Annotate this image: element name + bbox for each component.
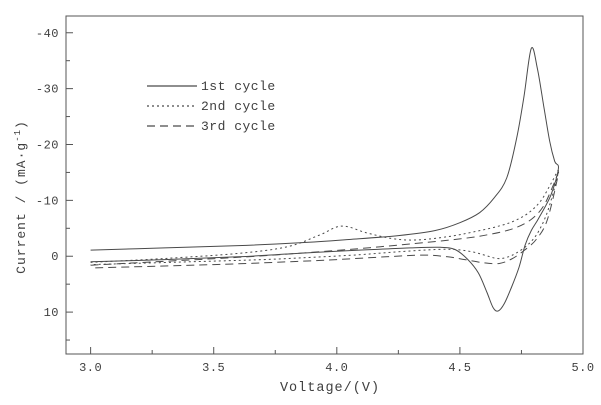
- legend-item-3rd-cycle: 3rd cycle: [146, 116, 276, 136]
- series-curve-1-solid: [90, 47, 559, 312]
- plot-frame: [65, 15, 584, 355]
- y-axis-title: Current / (mA·g-1): [12, 120, 30, 274]
- x-tick-label: 4.5: [448, 361, 471, 375]
- series-curve-2-dotted: [90, 169, 559, 266]
- y-tick-label: -10: [36, 194, 59, 208]
- x-tick-label: 4.0: [325, 361, 348, 375]
- y-tick-label: 10: [44, 306, 59, 320]
- x-tick-label: 3.0: [79, 361, 102, 375]
- y-tick-label: -30: [36, 83, 59, 97]
- y-tick-label: 0: [51, 250, 59, 264]
- legend: 1st cycle 2nd cycle 3rd cycle: [146, 76, 276, 136]
- x-tick-label: 3.5: [202, 361, 225, 375]
- legend-line-dashed-icon: [147, 125, 197, 127]
- legend-item-1st-cycle: 1st cycle: [146, 76, 276, 96]
- legend-label: 2nd cycle: [201, 98, 276, 114]
- series-curve-3-dashed: [90, 171, 560, 269]
- y-tick-label: -20: [36, 138, 59, 152]
- legend-item-2nd-cycle: 2nd cycle: [146, 96, 276, 116]
- legend-line-dotted-icon: [147, 105, 197, 107]
- legend-label: 3rd cycle: [201, 118, 276, 134]
- legend-label: 1st cycle: [201, 78, 276, 94]
- legend-line-solid-icon: [147, 85, 197, 87]
- y-tick-label: -40: [36, 27, 59, 41]
- x-axis-title: Voltage/(V): [279, 381, 381, 396]
- x-tick-label: 5.0: [571, 361, 594, 375]
